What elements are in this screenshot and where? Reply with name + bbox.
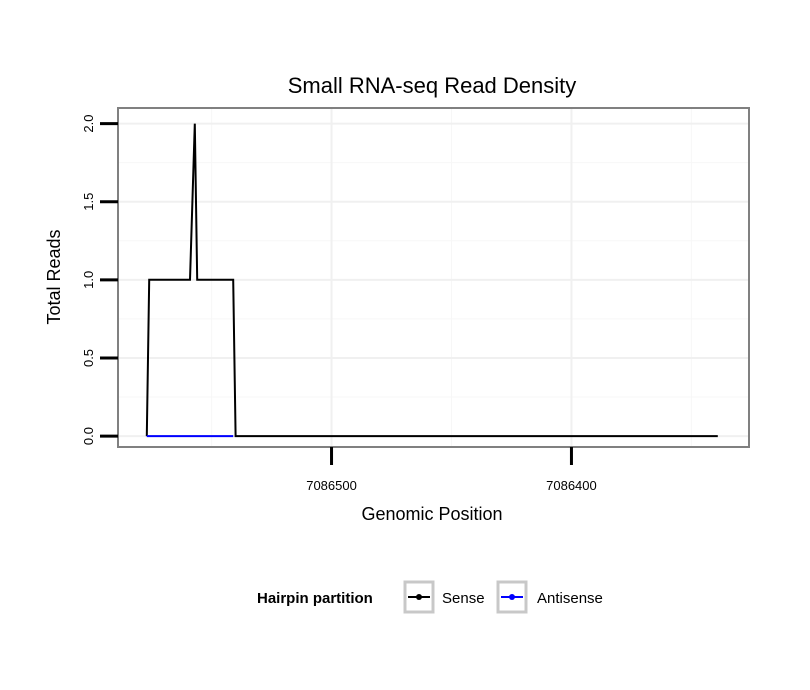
legend: Hairpin partition Sense Antisense [257, 580, 603, 614]
y-tick-label-2: 1.0 [81, 271, 96, 289]
series-lines [145, 123, 718, 438]
legend-item-antisense: Antisense [496, 580, 603, 614]
legend-label-sense: Sense [442, 590, 485, 607]
y-tick-label-0: 0.0 [81, 427, 96, 445]
y-axis-title: Total Reads [44, 229, 64, 324]
legend-point-sense [416, 594, 422, 600]
chart-title: Small RNA-seq Read Density [288, 73, 577, 98]
plot-border [117, 107, 750, 448]
y-tick-label-4: 2.0 [81, 115, 96, 133]
x-axis: 7086500 7086400 [306, 447, 597, 493]
x-tick-label-0: 7086500 [306, 478, 357, 493]
y-tick-label-1: 0.5 [81, 349, 96, 367]
legend-label-antisense: Antisense [537, 590, 603, 607]
y-axis: 0.0 0.5 1.0 1.5 2.0 [81, 115, 118, 445]
legend-title: Hairpin partition [257, 590, 373, 607]
legend-item-sense: Sense [403, 580, 485, 614]
y-tick-label-3: 1.5 [81, 193, 96, 211]
series-line-sense [145, 123, 718, 438]
x-axis-title: Genomic Position [361, 504, 502, 524]
x-tick-label-1: 7086400 [546, 478, 597, 493]
grid-lines [118, 108, 749, 447]
plot-panel [118, 108, 749, 447]
legend-point-antisense [509, 594, 515, 600]
